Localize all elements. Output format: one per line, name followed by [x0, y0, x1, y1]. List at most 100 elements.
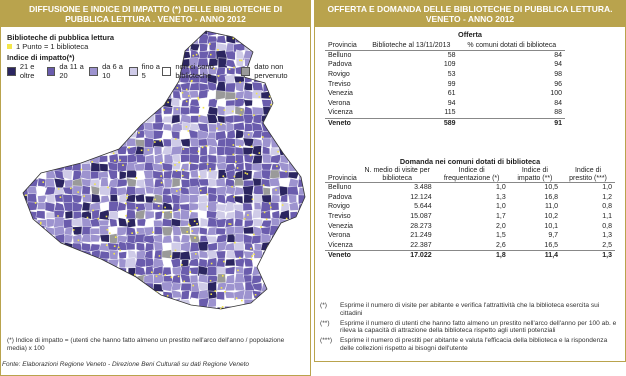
map-area — [100, 266, 110, 277]
map-area — [135, 186, 146, 196]
map-area — [63, 291, 74, 299]
library-dot — [97, 99, 100, 102]
map-area — [190, 226, 201, 236]
map-area — [46, 273, 57, 285]
map-area — [136, 282, 146, 293]
map-area — [296, 258, 305, 269]
library-dot — [209, 43, 211, 45]
column-header: Provincia — [328, 42, 357, 50]
map-area — [206, 226, 219, 236]
map-area — [278, 209, 290, 220]
table-row: Belluno 58 84 — [325, 50, 565, 60]
map-area — [118, 217, 128, 228]
map-area — [224, 291, 236, 299]
map-area — [270, 114, 280, 125]
library-dot — [136, 231, 139, 234]
map-area — [152, 194, 164, 204]
map-area — [243, 257, 254, 268]
map-area — [63, 306, 74, 309]
note: (***) Esprime il numero di prestiti per a… — [320, 337, 620, 353]
library-dot — [62, 278, 65, 280]
map-area — [45, 193, 56, 204]
library-dot — [217, 48, 219, 51]
library-dot — [166, 294, 169, 297]
map-area — [216, 194, 227, 205]
library-dot — [45, 85, 48, 87]
map-area — [23, 137, 29, 148]
map-area — [297, 90, 305, 99]
map-area — [161, 226, 174, 237]
map-area — [170, 282, 182, 292]
library-dot — [80, 168, 83, 171]
library-dot — [150, 113, 152, 116]
library-dot — [175, 31, 177, 32]
library-dot — [40, 98, 43, 100]
map-area — [162, 82, 173, 93]
library-dot — [91, 111, 94, 113]
library-dot — [54, 292, 57, 295]
map-area — [23, 267, 30, 277]
map-area — [135, 105, 146, 116]
map-area — [81, 242, 92, 253]
map-area — [45, 107, 57, 117]
map-area — [35, 305, 48, 309]
map-area — [162, 235, 173, 244]
library-dot — [250, 145, 253, 148]
library-dot — [220, 287, 223, 289]
library-dot — [93, 84, 96, 87]
map-area — [44, 129, 57, 139]
map-area — [90, 289, 102, 301]
library-dot — [278, 276, 281, 279]
library-dot — [283, 122, 286, 125]
map-area — [35, 137, 47, 147]
library-dot — [268, 95, 271, 98]
map-area — [54, 193, 64, 203]
map-area — [234, 138, 246, 147]
legend-label: dato non pervenuto — [254, 62, 288, 80]
map-area — [23, 82, 30, 92]
map-area — [179, 219, 190, 227]
legend-label: 21 e oltre — [19, 62, 35, 80]
map-area — [261, 99, 273, 108]
map-area — [143, 129, 156, 141]
map-area — [26, 289, 38, 299]
left-title: DIFFUSIONE E INDICE DI IMPATTO (*) DELLE… — [1, 1, 310, 27]
map-area — [134, 114, 146, 124]
map-area — [108, 89, 118, 100]
map-area — [270, 243, 282, 253]
library-dot — [74, 307, 76, 309]
library-dot — [186, 231, 188, 233]
table-cell: 109 — [443, 61, 456, 69]
library-dot — [160, 181, 163, 184]
map-area — [171, 177, 181, 188]
library-dot — [107, 186, 109, 189]
library-dot — [179, 188, 182, 191]
map-area — [71, 258, 83, 269]
table-title: Domanda nei comuni dotati di biblioteca — [399, 157, 541, 166]
library-dot — [235, 160, 237, 163]
library-dot — [275, 189, 277, 191]
map-area — [179, 226, 191, 235]
library-dot — [154, 141, 156, 143]
map-area — [269, 282, 280, 293]
library-dot — [263, 259, 266, 262]
map-area — [23, 226, 28, 237]
library-dot — [81, 28, 83, 30]
library-dot — [35, 131, 37, 133]
library-dot — [209, 279, 212, 282]
table-cell: 3.488 — [414, 184, 432, 192]
map-area — [44, 290, 57, 301]
library-dot — [293, 99, 296, 102]
map-area — [45, 257, 57, 269]
map-area — [53, 145, 65, 156]
library-dot — [27, 138, 30, 140]
library-dot — [112, 152, 115, 155]
table-row: Venezia 61 100 — [325, 89, 565, 99]
library-dot — [255, 92, 258, 95]
table-cell: Verona — [328, 232, 351, 240]
library-dot — [306, 186, 308, 188]
map-area — [171, 306, 182, 309]
table-cell: 94 — [554, 61, 562, 69]
map-area — [180, 289, 190, 300]
library-dot — [99, 29, 101, 31]
